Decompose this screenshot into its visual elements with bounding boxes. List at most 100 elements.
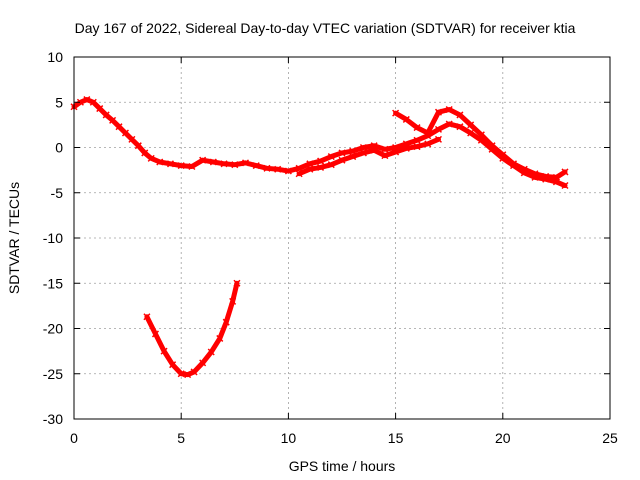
data-point [166, 160, 175, 168]
series-main [70, 96, 569, 190]
series-dip-arc [143, 279, 241, 379]
data-point [520, 165, 528, 173]
series-trace [71, 97, 568, 189]
data-point [467, 121, 475, 129]
data-point [188, 162, 196, 171]
data-point [252, 162, 260, 170]
x-tick-label: 10 [281, 430, 297, 446]
x-axis-label: GPS time / hours [289, 458, 396, 474]
data-point [338, 149, 346, 157]
data-point [231, 161, 239, 169]
data-point [160, 347, 168, 355]
data-point [317, 163, 325, 171]
data-point [338, 156, 346, 164]
data-point [359, 149, 367, 157]
data-point [413, 143, 421, 151]
data-point [381, 145, 389, 153]
data-point [488, 142, 496, 150]
series-trace [296, 136, 441, 177]
data-point [413, 136, 421, 144]
data-point [216, 334, 224, 342]
data-point [424, 140, 432, 148]
data-point [445, 120, 453, 128]
data-point [306, 160, 314, 168]
y-tick-label: -15 [43, 275, 63, 291]
data-point [121, 129, 129, 137]
y-tick-label: -10 [43, 230, 63, 246]
data-point [327, 161, 335, 169]
data-point [177, 162, 185, 170]
data-point [109, 116, 117, 124]
data-point [229, 297, 237, 305]
data-point [151, 330, 160, 338]
data-point [220, 160, 228, 168]
data-points [70, 96, 569, 379]
x-tick-label: 0 [70, 430, 78, 446]
data-point [102, 111, 110, 119]
data-point [141, 149, 149, 157]
data-point [434, 135, 443, 143]
data-point [456, 123, 464, 131]
data-point [115, 123, 123, 131]
data-point [327, 153, 335, 161]
data-point [306, 165, 314, 173]
data-point [392, 148, 400, 156]
data-point [295, 170, 303, 178]
data-point [349, 153, 357, 161]
data-point [561, 181, 569, 190]
data-point [222, 318, 230, 326]
data-point [370, 146, 378, 154]
data-point [477, 131, 485, 139]
data-point [190, 368, 198, 376]
data-point [359, 143, 367, 152]
y-tick-label: -20 [43, 321, 63, 337]
data-point [402, 115, 410, 123]
x-tick-label: 20 [495, 430, 511, 446]
data-point [89, 98, 97, 106]
data-point [445, 105, 453, 114]
data-point [434, 108, 443, 116]
data-point [542, 172, 550, 180]
data-point [96, 105, 104, 113]
data-point [381, 152, 389, 160]
data-point [456, 111, 464, 119]
data-point [169, 361, 177, 369]
data-point [199, 156, 207, 164]
y-tick-label: 10 [47, 49, 63, 65]
data-point [552, 173, 560, 181]
data-point [424, 129, 432, 137]
data-point [392, 109, 400, 117]
data-point [402, 144, 410, 152]
data-point [83, 96, 91, 104]
data-point [434, 125, 443, 133]
data-point [199, 359, 207, 367]
y-tick-label: 0 [55, 140, 63, 156]
data-point [134, 142, 142, 150]
data-point [349, 147, 357, 155]
y-tick-label: 5 [55, 94, 63, 110]
grid [74, 57, 610, 419]
data-point [531, 170, 539, 178]
data-point [209, 158, 217, 166]
data-point [413, 124, 421, 132]
y-axis-label: SDTVAR / TECUs [6, 182, 22, 294]
data-point [284, 167, 292, 175]
data-point [241, 159, 250, 167]
data-point [177, 370, 185, 378]
x-tick-label: 25 [602, 430, 618, 446]
x-tick-label: 5 [177, 430, 185, 446]
data-point [233, 279, 241, 287]
data-point [467, 129, 475, 137]
series-trace [144, 280, 240, 378]
y-tick-label: -5 [51, 185, 64, 201]
y-tick-label: -30 [43, 411, 63, 427]
data-point [561, 168, 569, 176]
chart-title: Day 167 of 2022, Sidereal Day-to-day VTE… [75, 20, 576, 36]
data-point [317, 157, 325, 165]
series-lower-branch [295, 135, 443, 178]
data-point [156, 158, 164, 166]
ticks: 0 5 10 15 20 25 -30 -25 -20 -15 -10 -5 0 5 10 [43, 49, 618, 446]
data-point [263, 164, 271, 172]
data-point [143, 313, 151, 321]
